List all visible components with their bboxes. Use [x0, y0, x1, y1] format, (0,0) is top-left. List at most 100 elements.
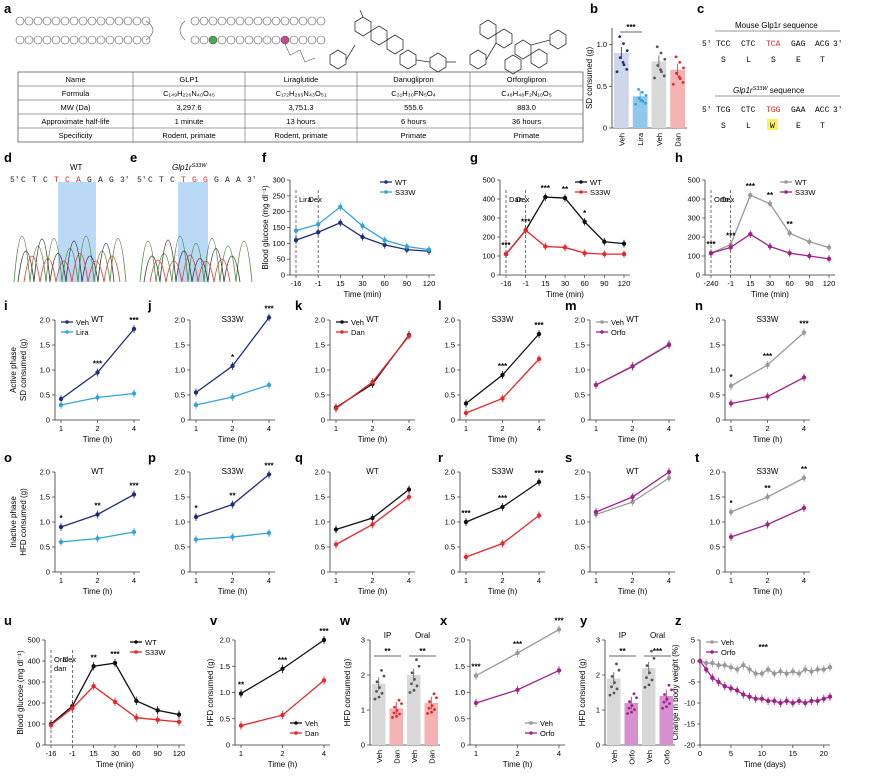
chart-title: WT [366, 315, 379, 324]
table-cell: Liraglutide [284, 75, 319, 84]
x-tick-label: 4 [537, 576, 541, 585]
data-point [58, 396, 64, 402]
bead [199, 16, 209, 26]
bead [253, 16, 263, 26]
data-point [58, 402, 64, 408]
data-point [360, 223, 365, 229]
data-point [463, 554, 469, 560]
data-point [716, 679, 721, 685]
seq-letter: 3′ [247, 176, 257, 185]
y-tick-label: 1 [596, 706, 600, 715]
data-point [266, 315, 272, 320]
x-tick-label: 4 [667, 576, 671, 585]
table-cell: Formula [62, 89, 90, 98]
data-point [155, 717, 160, 722]
panel-e-trace-2 [143, 239, 241, 283]
bead [24, 16, 34, 26]
bar-dot [430, 710, 433, 714]
x-tick-label: 1 [474, 749, 478, 758]
x-tick-label: 4 [267, 576, 271, 585]
data-point [803, 667, 808, 672]
bar-dot [392, 711, 396, 715]
data-point [193, 402, 199, 408]
bar-dot [663, 693, 666, 696]
data-point [747, 667, 752, 672]
x-tick-label: 4 [132, 424, 136, 433]
data-point [621, 251, 627, 257]
significance-star: *** [461, 509, 471, 518]
legend-marker [529, 731, 533, 735]
significance-star: *** [264, 305, 274, 314]
x-axis-label: Time (min) [751, 290, 789, 299]
bar-category-label: Veh [655, 133, 664, 146]
chart-f: 0 50 100 150 200 250 300 -16 -1 15 30 60 90 120 Time (… [261, 176, 435, 300]
bar-dot [653, 76, 656, 80]
table-cell: C₁₄₉H₂₂₆N₄₀O₄₅ [163, 89, 215, 98]
x-tick-label: 1 [194, 576, 198, 585]
data-point [728, 245, 733, 250]
data-point [382, 242, 387, 248]
data-point [543, 244, 548, 249]
w-highlight [767, 119, 778, 130]
x-tick-label: 2 [230, 576, 234, 585]
y-tick-label: 1.0 [175, 366, 185, 375]
panel-e-title-sup: S33W [192, 163, 208, 169]
y-tick-label: 250 [272, 191, 285, 200]
panel-letter-r: r [438, 450, 443, 465]
data-point [426, 247, 432, 252]
x-tick-label: 1 [334, 576, 338, 585]
bar-dot [613, 681, 616, 685]
y-tick-label: 1.5 [315, 341, 325, 350]
significance-star: ** [229, 492, 236, 501]
x-axis-label: Time (min) [546, 290, 584, 299]
bar-dot [625, 68, 629, 71]
y-tick-label: 1.0 [220, 688, 230, 697]
x-tick-label: 4 [537, 424, 541, 433]
bead [289, 16, 299, 26]
x-tick-label: 60 [380, 279, 388, 288]
data-point [630, 499, 635, 505]
y-tick-label: 0 [321, 568, 325, 577]
table-cell: 13 hours [286, 117, 315, 126]
bar-dot [630, 710, 633, 714]
x-tick-label: 4 [407, 576, 411, 585]
y-tick-label: 0 [181, 568, 185, 577]
bead [280, 35, 290, 45]
bead [217, 16, 227, 26]
bead [316, 35, 326, 45]
data-point [266, 382, 272, 388]
y-tick-label: 0.5 [315, 543, 325, 552]
bead [15, 16, 25, 26]
data-point [703, 660, 709, 666]
y-axis-label: SD consumed (g) [585, 47, 594, 110]
x-axis-label: Time (h) [488, 587, 518, 596]
bar-dot [663, 57, 667, 61]
y-axis-label: Change in body weight (%) [671, 644, 680, 740]
x-tick-label: 10 [758, 749, 766, 758]
y-tick-label: 0.5 [445, 391, 455, 400]
y-tick-label: 0 [181, 416, 185, 425]
y-tick-label: 0 [281, 271, 285, 280]
x-tick-label: 4 [557, 749, 561, 758]
seq2-prefix: 5′ [702, 106, 712, 115]
data-point [728, 401, 734, 406]
y-tick-label: 1.5 [710, 341, 720, 350]
legend-label: Veh [351, 318, 364, 327]
data-point [58, 524, 64, 530]
x-tick-label: 2 [630, 576, 634, 585]
series-line [335, 335, 410, 410]
data-point [406, 333, 412, 339]
data-point [370, 379, 375, 385]
data-point [500, 396, 505, 401]
seq2-title: Glp1rS33W sequence [733, 86, 805, 95]
data-point [95, 512, 100, 517]
data-point [338, 220, 343, 225]
bead [190, 35, 200, 45]
legend-label: S33W [395, 188, 416, 197]
significance-star: ** [562, 185, 569, 194]
data-point [753, 696, 758, 701]
y-tick-label: 0.5 [40, 391, 50, 400]
y-tick-label: 100 [687, 252, 700, 261]
y-tick-label: -15 [684, 720, 695, 729]
y-tick-label: 400 [27, 657, 40, 666]
